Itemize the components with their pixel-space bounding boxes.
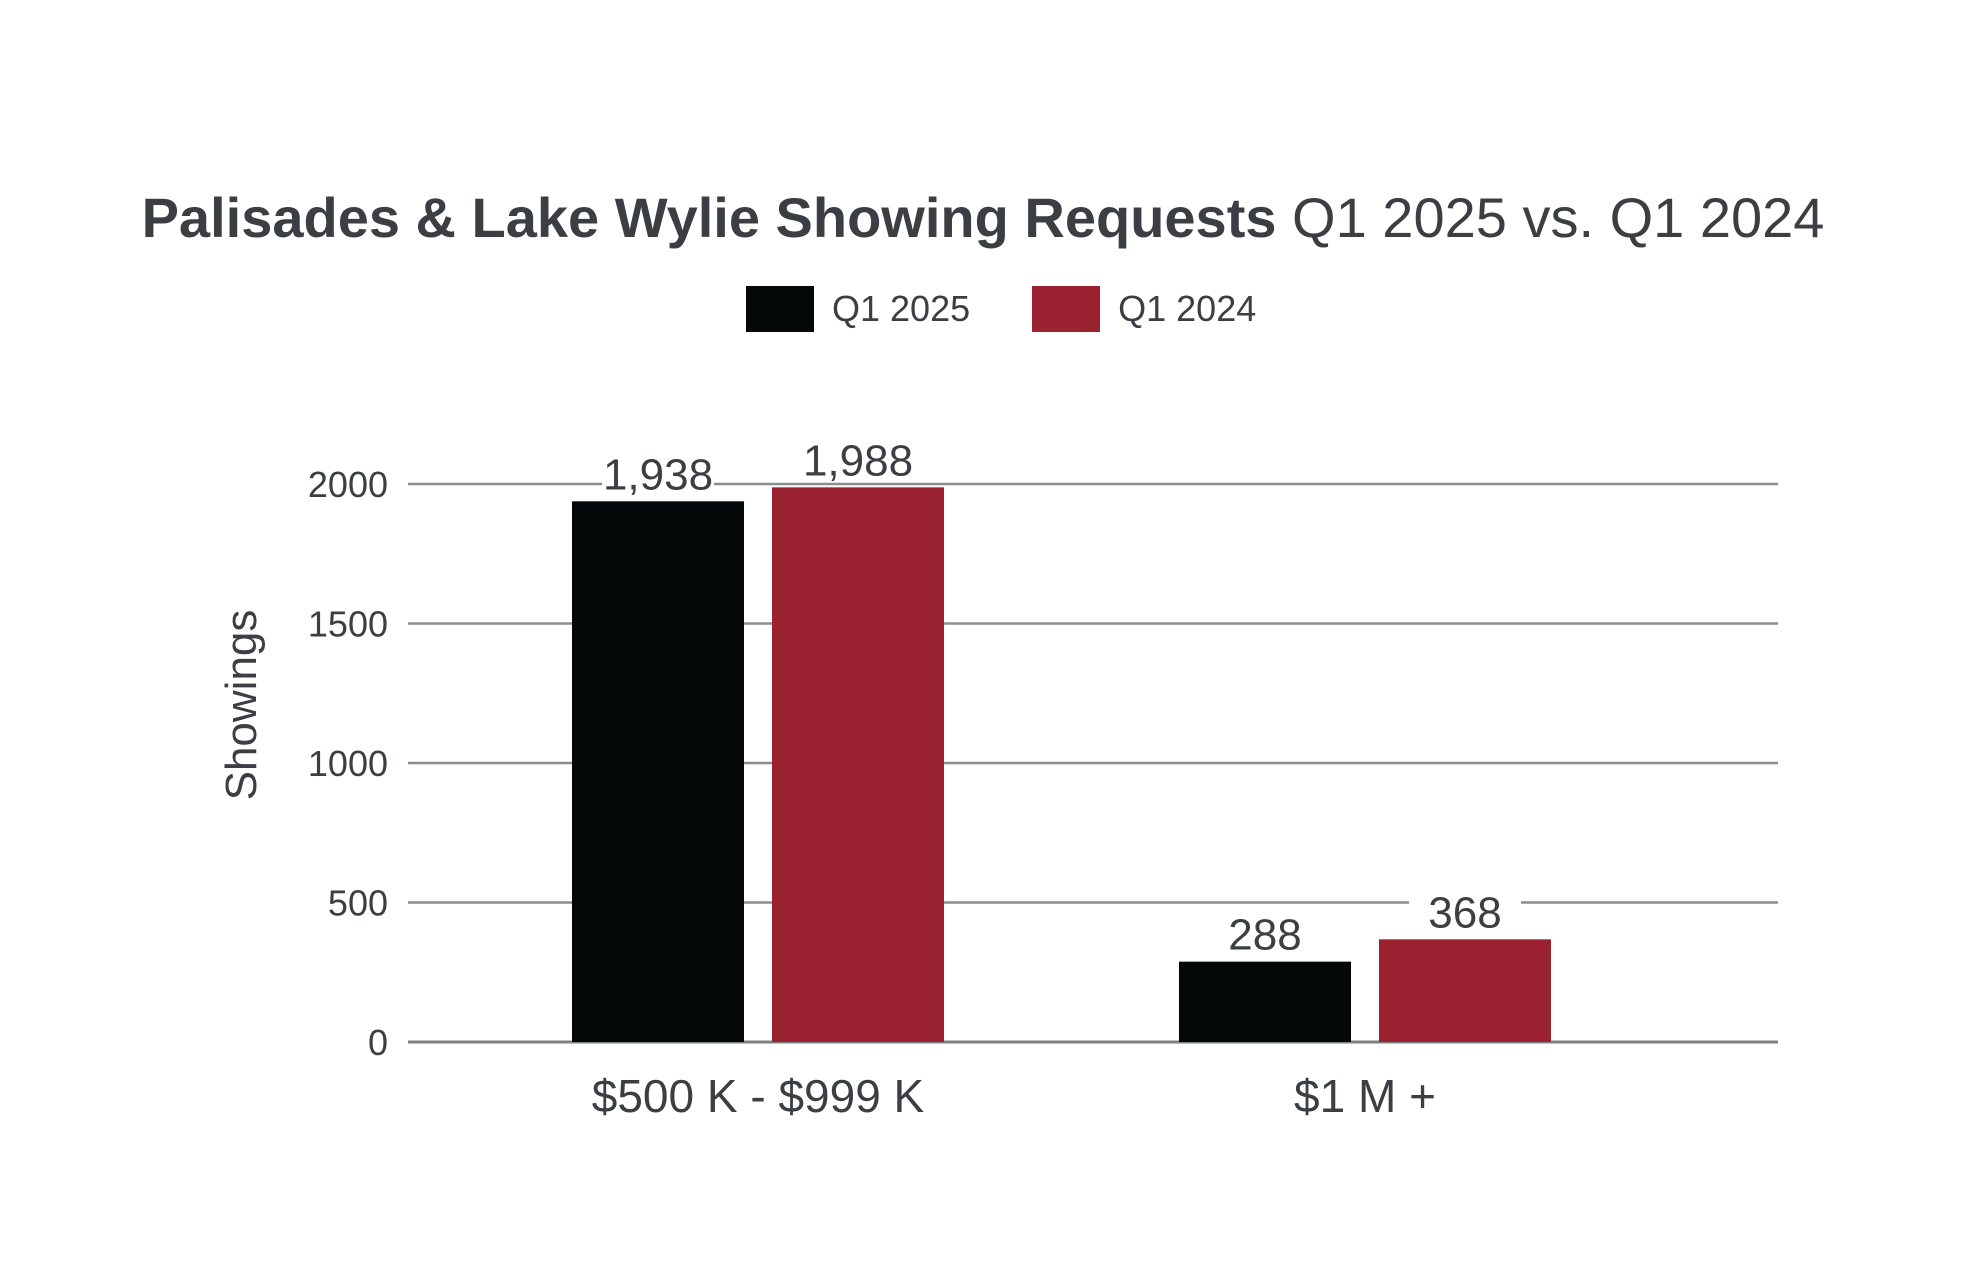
legend-item-q1-2024: Q1 2024 xyxy=(1032,286,1256,332)
data-labels: 1,938 1,988 288 368 xyxy=(602,431,1521,960)
legend-label-q1-2025: Q1 2025 xyxy=(832,288,971,329)
x-tick-labels: $500 K - $999 K $1 M + xyxy=(592,1070,1436,1122)
bar-q1-2025-1 xyxy=(1179,961,1351,1042)
bar-q1-2024-1 xyxy=(1379,939,1551,1042)
data-label-bg-q1-2024-0 xyxy=(802,431,914,480)
chart-title-main: Palisades & Lake Wylie Showing Requests xyxy=(141,186,1277,249)
x-tick-label-0: $500 K - $999 K xyxy=(592,1070,925,1122)
legend: Q1 2025 Q1 2024 xyxy=(746,285,1256,333)
y-tick-label-1000: 1000 xyxy=(308,743,388,784)
data-label-q1-2025-1: 288 xyxy=(1228,911,1301,960)
data-label-q1-2024-0: 1,988 xyxy=(803,436,913,485)
chart-title-subtitle: Q1 2025 vs. Q1 2024 xyxy=(1292,186,1825,249)
legend-swatch-q1-2024 xyxy=(1032,286,1101,332)
chart-title: Palisades & Lake Wylie Showing Requests … xyxy=(0,185,1966,250)
y-tick-label-0: 0 xyxy=(368,1022,388,1063)
y-tick-label-2000: 2000 xyxy=(308,464,388,505)
legend-label-q1-2024: Q1 2024 xyxy=(1118,288,1257,329)
bars xyxy=(572,487,1551,1043)
y-axis-label: Showings xyxy=(217,610,266,801)
legend-item-q1-2025: Q1 2025 xyxy=(746,286,970,332)
data-label-bg-q1-2024-1 xyxy=(1409,883,1521,932)
data-label-bg-q1-2025-0 xyxy=(602,445,714,494)
data-label-q1-2025-0: 1,938 xyxy=(603,450,713,499)
bar-q1-2024-0 xyxy=(772,487,944,1042)
bar-q1-2025-0 xyxy=(572,501,744,1043)
y-tick-label-500: 500 xyxy=(328,883,388,924)
y-tick-labels: 0 500 1000 1500 2000 xyxy=(308,464,388,1063)
data-label-q1-2024-1: 368 xyxy=(1428,888,1501,937)
y-tick-label-1500: 1500 xyxy=(308,604,388,645)
legend-swatch-q1-2025 xyxy=(746,286,814,332)
x-tick-label-1: $1 M + xyxy=(1294,1070,1436,1122)
data-label-bg-q1-2025-1 xyxy=(1209,905,1321,954)
